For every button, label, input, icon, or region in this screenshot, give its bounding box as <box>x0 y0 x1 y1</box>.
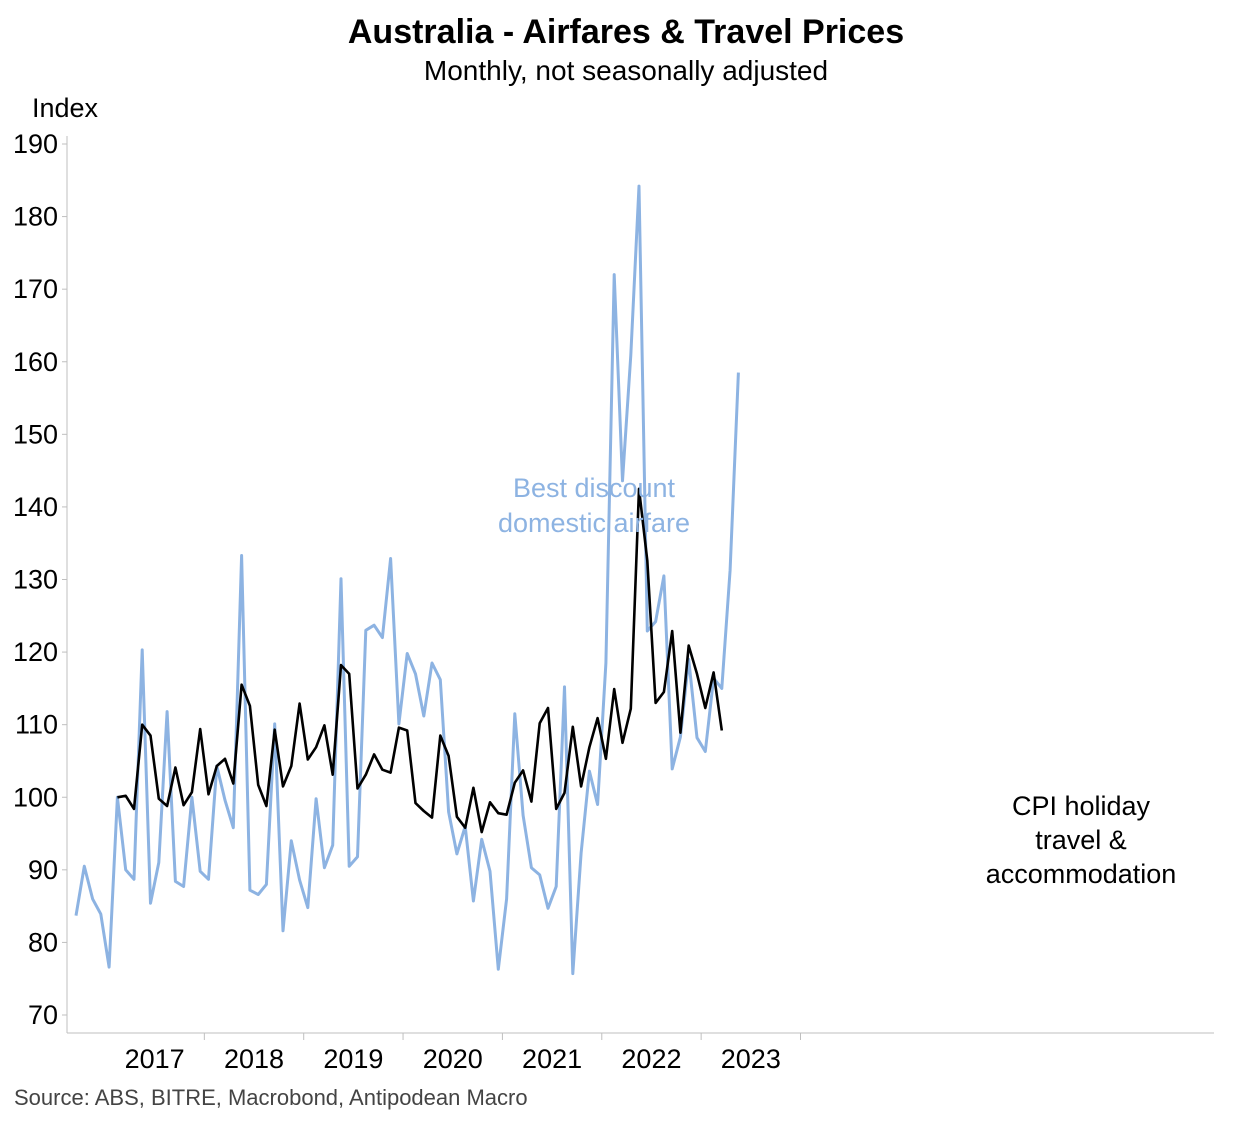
x-tick-label: 2020 <box>423 1044 483 1074</box>
x-tick-label: 2022 <box>621 1044 681 1074</box>
y-tick-label: 180 <box>13 202 58 232</box>
x-tick-label: 2023 <box>721 1044 781 1074</box>
y-tick-label: 190 <box>13 129 58 159</box>
y-tick-label: 100 <box>13 782 58 812</box>
series-label-line: CPI holiday <box>1012 791 1151 821</box>
y-tick-label: 110 <box>15 710 58 740</box>
y-tick-label: 170 <box>13 274 58 304</box>
series-line-airfare <box>74 184 740 976</box>
source-note: Source: ABS, BITRE, Macrobond, Antipodea… <box>14 1085 528 1110</box>
series-label-line: accommodation <box>986 859 1177 889</box>
y-axis: 70 80 90 100 110 120 130 140 150 160 170 180 190 <box>13 129 68 1033</box>
y-tick-label: 70 <box>28 1000 58 1030</box>
y-tick-label: 90 <box>28 855 58 885</box>
y-tick-label: 130 <box>13 565 58 595</box>
series-label-line: domestic airfare <box>498 508 690 538</box>
series-label-line: Best discount <box>513 473 676 503</box>
x-tick-label: 2018 <box>224 1044 284 1074</box>
chart-subtitle: Monthly, not seasonally adjusted <box>424 55 828 86</box>
series-label-line: travel & <box>1035 825 1127 855</box>
x-tick-label: 2017 <box>125 1044 185 1074</box>
x-axis: 2017 2018 2019 2020 2021 2022 2023 <box>67 1032 1214 1074</box>
y-axis-unit-label: Index <box>32 93 99 123</box>
x-tick-label: 2021 <box>522 1044 582 1074</box>
y-tick-label: 140 <box>13 492 58 522</box>
series-label-airfare: Best discount domestic airfare <box>498 473 690 538</box>
y-tick-label: 150 <box>13 419 58 449</box>
x-tick-label: 2019 <box>323 1044 383 1074</box>
series-line-cpi <box>117 487 724 834</box>
y-tick-label: 120 <box>13 637 58 667</box>
series-layer <box>74 184 740 976</box>
y-tick-label: 80 <box>28 927 58 957</box>
series-label-cpi: CPI holiday travel & accommodation <box>986 791 1177 889</box>
chart-title: Australia - Airfares & Travel Prices <box>348 13 904 51</box>
y-tick-label: 160 <box>13 347 58 377</box>
